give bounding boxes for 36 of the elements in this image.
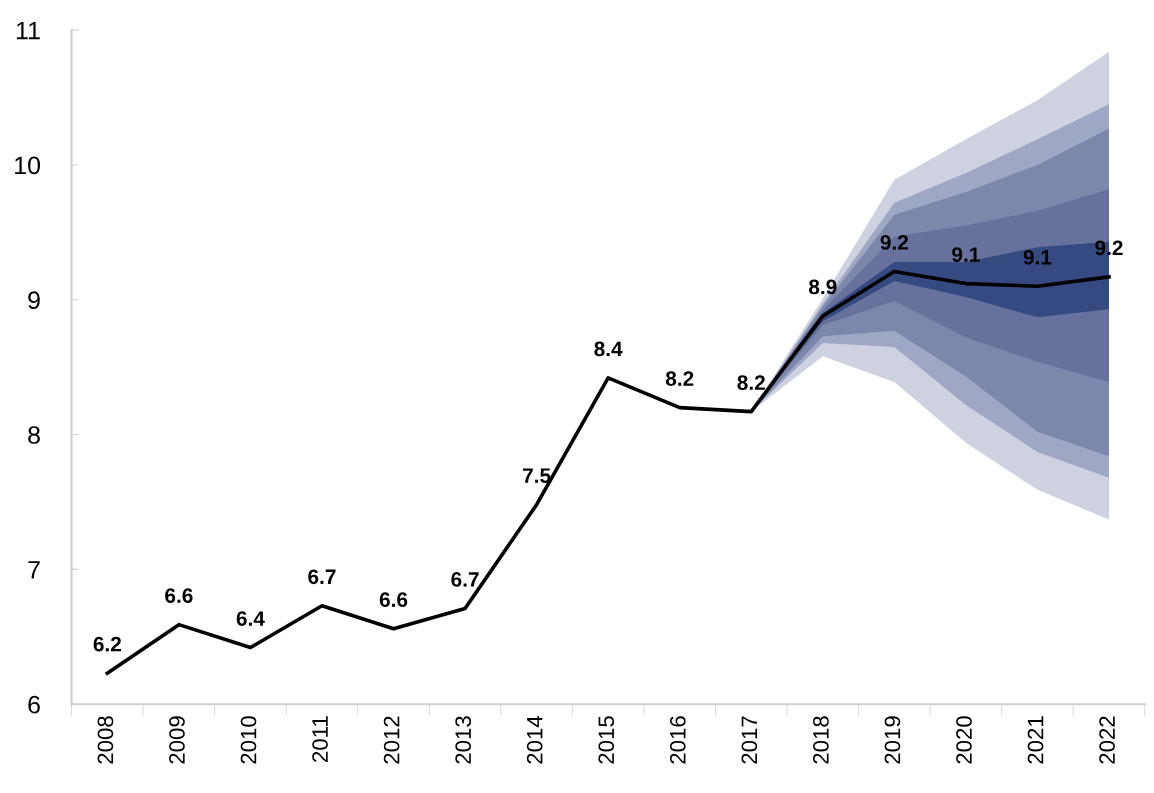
x-tick-label: 2019 bbox=[884, 716, 901, 764]
data-label: 9.1 bbox=[952, 247, 980, 262]
data-label: 6.7 bbox=[308, 569, 336, 585]
data-label: 6.6 bbox=[165, 588, 193, 603]
data-label: 6.6 bbox=[379, 592, 408, 608]
data-label: 8.4 bbox=[594, 341, 623, 357]
x-tick-label: 2008 bbox=[97, 716, 114, 764]
data-label: 7.5 bbox=[523, 468, 551, 484]
y-tick-label: 10 bbox=[15, 156, 41, 175]
data-label: 8.9 bbox=[808, 279, 837, 295]
x-tick-label: 2013 bbox=[455, 716, 472, 764]
x-tick-label: 2014 bbox=[526, 715, 543, 764]
y-tick-label: 6 bbox=[28, 695, 40, 714]
x-tick-label: 2015 bbox=[598, 716, 615, 764]
x-tick-label: 2009 bbox=[169, 716, 185, 764]
y-tick-label: 11 bbox=[16, 21, 40, 40]
x-tick-label: 2012 bbox=[383, 716, 400, 764]
y-tick-label: 9 bbox=[28, 291, 40, 310]
data-label: 8.2 bbox=[665, 371, 694, 386]
x-tick-label: 2021 bbox=[1027, 716, 1044, 764]
data-label: 9.2 bbox=[1095, 240, 1123, 256]
data-label: 6.4 bbox=[236, 611, 265, 626]
data-label: 6.2 bbox=[93, 636, 121, 652]
data-label: 6.7 bbox=[451, 572, 479, 587]
x-tick-label: 2010 bbox=[240, 716, 257, 764]
y-tick-label: 7 bbox=[28, 561, 40, 579]
x-tick-label: 2017 bbox=[741, 716, 758, 764]
y-tick-label: 8 bbox=[28, 426, 40, 444]
data-label: 8.2 bbox=[737, 375, 765, 390]
data-label: 9.1 bbox=[1023, 249, 1052, 265]
x-tick-label: 2011 bbox=[312, 716, 328, 762]
x-tick-label: 2022 bbox=[1099, 716, 1115, 764]
x-tick-label: 2018 bbox=[813, 716, 829, 764]
x-tick-label: 2020 bbox=[956, 716, 972, 764]
x-tick-label: 2016 bbox=[669, 716, 686, 764]
data-label: 9.2 bbox=[880, 235, 908, 250]
